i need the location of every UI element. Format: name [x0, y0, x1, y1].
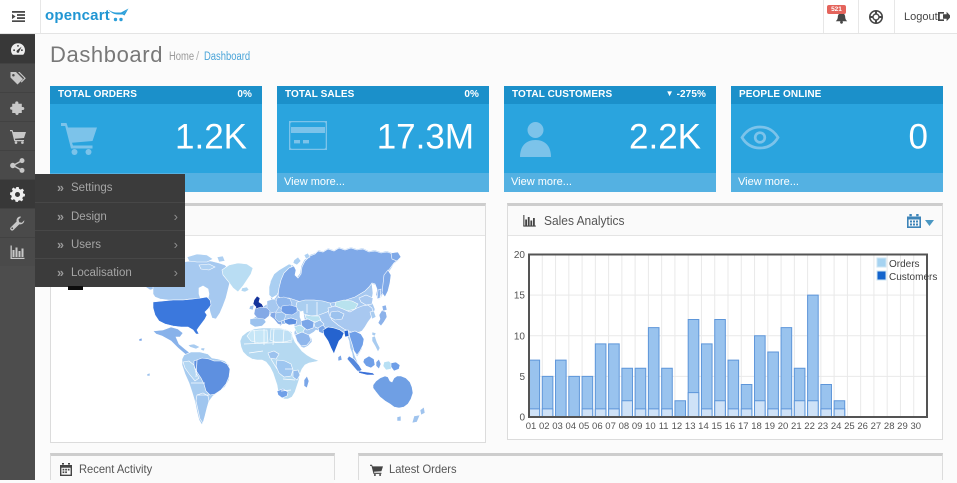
svg-text:22: 22 — [804, 421, 815, 432]
svg-text:06: 06 — [592, 421, 603, 432]
svg-text:10: 10 — [514, 331, 526, 342]
svg-text:08: 08 — [619, 421, 630, 432]
svg-text:20: 20 — [778, 421, 789, 432]
svg-text:30: 30 — [910, 421, 921, 432]
svg-text:16: 16 — [725, 421, 736, 432]
svg-text:Customers: Customers — [889, 272, 937, 283]
svg-text:21: 21 — [791, 421, 802, 432]
svg-text:19: 19 — [765, 421, 776, 432]
svg-text:03: 03 — [552, 421, 563, 432]
svg-text:05: 05 — [579, 421, 590, 432]
svg-text:23: 23 — [818, 421, 829, 432]
svg-text:Orders: Orders — [889, 259, 920, 270]
svg-text:04: 04 — [566, 421, 577, 432]
svg-text:13: 13 — [685, 421, 696, 432]
svg-text:27: 27 — [871, 421, 882, 432]
svg-text:01: 01 — [526, 421, 537, 432]
svg-text:15: 15 — [514, 291, 526, 302]
svg-text:17: 17 — [738, 421, 749, 432]
svg-text:10: 10 — [645, 421, 656, 432]
svg-text:11: 11 — [659, 421, 669, 432]
svg-text:20: 20 — [514, 250, 526, 261]
svg-text:12: 12 — [672, 421, 683, 432]
svg-text:07: 07 — [605, 421, 616, 432]
svg-text:09: 09 — [632, 421, 643, 432]
svg-text:28: 28 — [884, 421, 895, 432]
svg-text:5: 5 — [519, 372, 525, 383]
svg-text:26: 26 — [857, 421, 868, 432]
svg-text:0: 0 — [519, 413, 525, 424]
svg-text:15: 15 — [711, 421, 722, 432]
svg-text:18: 18 — [751, 421, 762, 432]
svg-text:25: 25 — [844, 421, 855, 432]
svg-text:24: 24 — [831, 421, 842, 432]
svg-text:02: 02 — [539, 421, 550, 432]
svg-text:14: 14 — [698, 421, 709, 432]
svg-text:29: 29 — [897, 421, 908, 432]
